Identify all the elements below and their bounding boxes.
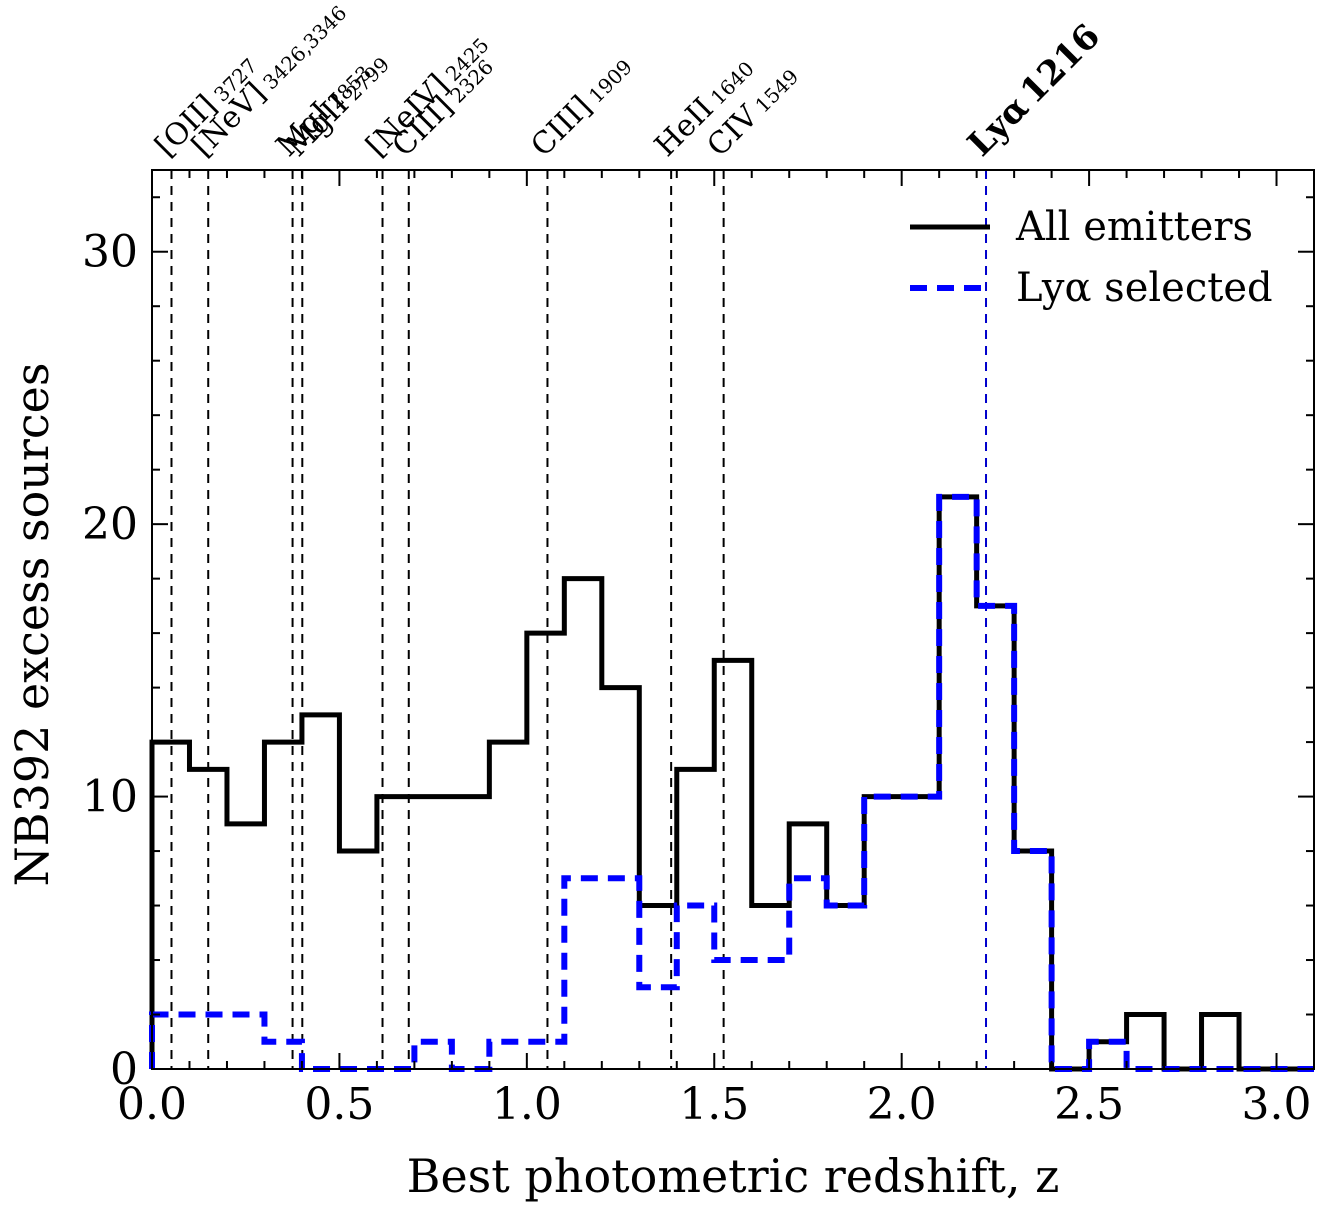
y-tick-label: 0 — [110, 1044, 138, 1095]
x-tick-label: 2.0 — [867, 1079, 937, 1130]
y-tick-label: 30 — [82, 227, 138, 278]
legend: All emitters Lyα selected — [910, 204, 1273, 311]
x-tick-label: 0.5 — [304, 1079, 374, 1130]
legend-label-1: Lyα selected — [1016, 265, 1273, 311]
y-axis-label: NB392 excess sources — [5, 363, 59, 887]
y-tick-label: 20 — [82, 499, 138, 550]
line-wavelength: 1909 — [584, 55, 637, 108]
line-name: Lyα — [960, 88, 1037, 165]
plot-frame — [151, 169, 1315, 1070]
line-labels-layer: [OII]3727[NeV]3426,3346MgI2853MgII2799[N… — [148, 1, 1108, 165]
line-wavelength: 1549 — [750, 64, 803, 117]
x-tick-label: 2.5 — [1054, 1079, 1124, 1130]
x-tick-label: 1.0 — [492, 1079, 562, 1130]
series-all-emitters-line — [149, 494, 1314, 1072]
line-wavelength: 3426,3346 — [258, 1, 351, 94]
legend-label-0: All emitters — [1015, 204, 1253, 250]
series-lya-selected-line — [149, 493, 1314, 1072]
x-axis-label: Best photometric redshift, z — [407, 1149, 1060, 1203]
ticks-layer: 0.0 0.5 1.0 1.5 2.0 2.5 3.0 0 10 20 30 — [82, 170, 1315, 1130]
x-tick-label: 1.5 — [679, 1079, 749, 1130]
line-wavelength: 1216 — [1013, 16, 1108, 111]
emission-line-label-6: CIII]1909 — [524, 49, 639, 164]
line-name: HeII — [648, 91, 721, 164]
x-tick-label: 0.0 — [117, 1079, 187, 1130]
series-layer — [149, 493, 1314, 1072]
x-tick-label: 3.0 — [1242, 1079, 1312, 1130]
emission-lines-layer — [170, 170, 988, 1069]
y-tick-label: 10 — [82, 772, 138, 823]
emission-line-label-9: Lyα1216 — [960, 16, 1108, 164]
line-name: CIII] — [524, 89, 598, 163]
